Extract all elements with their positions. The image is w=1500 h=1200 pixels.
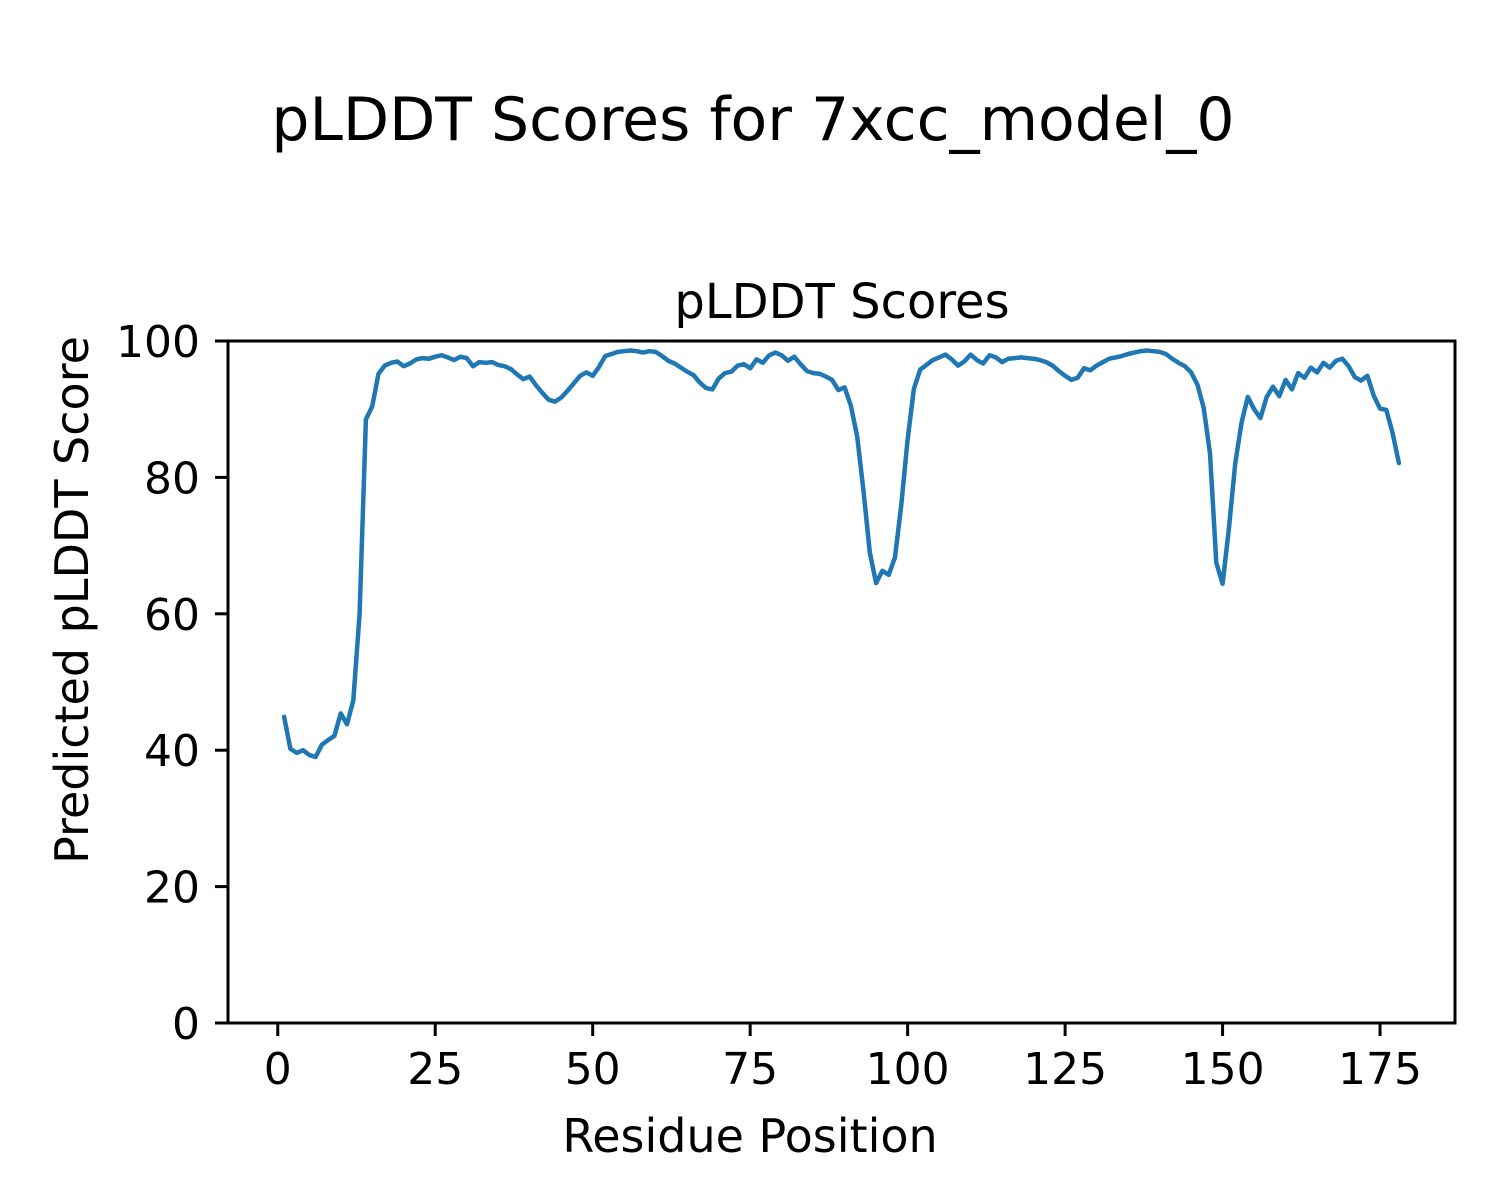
y-tick-label: 40 <box>144 726 200 777</box>
y-tick-label: 80 <box>144 453 200 504</box>
axes-title: pLDDT Scores <box>674 274 1009 330</box>
x-axis-ticks: 0 25 50 75 100 125 150 175 <box>264 1024 1422 1095</box>
y-axis-label: Predicted pLDDT Score <box>45 336 99 864</box>
y-tick-label: 20 <box>144 863 200 914</box>
y-tick-label: 0 <box>172 999 200 1050</box>
plddt-series <box>281 348 1402 760</box>
x-tick-label: 175 <box>1338 1044 1422 1095</box>
x-axis-label: Residue Position <box>562 1109 937 1163</box>
y-tick-label: 60 <box>144 590 200 641</box>
x-tick-label: 0 <box>264 1044 292 1095</box>
y-axis-ticks: 0 20 40 60 80 100 <box>116 317 227 1050</box>
figure-suptitle: pLDDT Scores for 7xcc_model_0 <box>271 85 1234 155</box>
x-tick-label: 50 <box>565 1044 621 1095</box>
x-tick-label: 150 <box>1181 1044 1265 1095</box>
x-tick-label: 125 <box>1023 1044 1107 1095</box>
y-tick-label: 100 <box>116 317 200 368</box>
plot-area <box>226 339 1457 1025</box>
plddt-score-line <box>281 348 1402 760</box>
x-tick-label: 75 <box>722 1044 778 1095</box>
x-tick-label: 25 <box>407 1044 463 1095</box>
x-tick-label: 100 <box>866 1044 950 1095</box>
